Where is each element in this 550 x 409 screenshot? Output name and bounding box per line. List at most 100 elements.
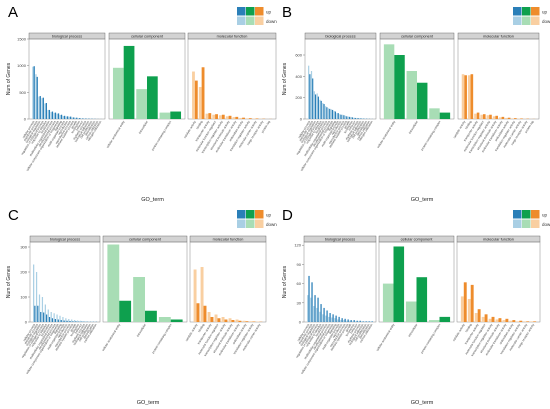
bar-down: [350, 117, 352, 119]
bar-down: [353, 117, 355, 119]
x-tick-label: protein tag: [260, 120, 271, 134]
y-tick-label: 0: [299, 320, 302, 325]
x-tick-label: catalytic activity: [452, 322, 466, 342]
bar-down: [44, 304, 46, 322]
bar-down: [62, 116, 64, 119]
bar-down: [344, 115, 347, 119]
legend-swatch-down: [531, 219, 540, 228]
bar-up: [196, 303, 200, 322]
bar-up: [308, 275, 310, 322]
y-tick-label: 600: [295, 53, 302, 58]
bar-down: [246, 118, 249, 119]
bar-up: [331, 109, 334, 119]
x-tick-label: growth: [70, 120, 78, 130]
bar-up: [70, 116, 72, 119]
bar-up: [326, 310, 328, 322]
bar-up: [57, 113, 60, 119]
bar-up: [170, 319, 183, 322]
x-tick-label: protein-containing complex: [150, 119, 172, 151]
bar-down: [467, 75, 471, 119]
bar-down: [65, 318, 67, 322]
bar-down: [481, 316, 485, 322]
bar-up: [252, 321, 256, 322]
bar-down: [322, 314, 324, 322]
bar-up: [123, 45, 135, 119]
y-tick-label: 90: [297, 262, 302, 267]
x-tick-label: cellular anatomical entity: [105, 119, 125, 148]
bar-up: [439, 316, 451, 322]
bar-down: [461, 74, 465, 119]
bar-up: [343, 115, 345, 119]
bar-up: [482, 114, 486, 119]
bar-down: [319, 311, 321, 322]
bar-down: [38, 294, 41, 322]
bar-down: [486, 115, 490, 119]
legend: up down: [513, 210, 550, 228]
bar-up: [48, 317, 51, 322]
bar-down: [349, 320, 351, 322]
bar-down: [367, 321, 369, 322]
bar-down: [530, 321, 534, 322]
bar-down: [88, 321, 90, 322]
bar-down: [74, 320, 76, 322]
bar-down: [133, 277, 145, 322]
bar-down: [313, 306, 315, 322]
bar-down: [112, 67, 124, 119]
bar-down: [328, 316, 330, 322]
legend-swatch-down: [246, 219, 255, 228]
bar-down: [44, 103, 46, 119]
bar-down: [346, 320, 348, 322]
bar-up: [533, 321, 537, 322]
bar-up: [329, 313, 331, 322]
bar-up: [368, 321, 370, 322]
x-tick-label: signaling: [53, 323, 63, 335]
bar-up: [332, 314, 334, 322]
bar-up: [354, 117, 356, 119]
bar-up: [309, 74, 311, 119]
y-tick-label: 0: [25, 320, 28, 325]
legend-swatch-up: [522, 210, 531, 219]
bar-up: [312, 78, 314, 119]
legend-label-up: up: [542, 10, 548, 15]
bar-up: [340, 114, 342, 119]
legend: up down: [513, 7, 550, 25]
legend-swatch-down: [522, 16, 531, 25]
bar-up: [194, 80, 198, 119]
bar-up: [470, 284, 474, 322]
x-tick-label: signaling: [53, 120, 63, 132]
bar-up: [344, 318, 346, 322]
bar-up: [224, 319, 228, 322]
bar-down: [71, 117, 74, 119]
bar-down: [192, 71, 195, 119]
x-tick-label: cellular anatomical entity: [375, 322, 395, 351]
bar-up: [347, 319, 349, 322]
bar-up: [346, 116, 348, 119]
bar-up: [48, 109, 51, 119]
bar-down: [337, 319, 339, 322]
bar-down: [219, 115, 222, 119]
y-axis-title: Num of Genes: [282, 62, 288, 95]
bar-down: [352, 321, 354, 322]
bar-up: [329, 108, 331, 119]
bar-down: [460, 296, 464, 322]
y-axis: 0 200 400 600: [295, 53, 305, 122]
chart-panel-d: DupdownNum of Genes0306090120biological …: [282, 207, 550, 406]
x-tick-label: behavior: [349, 323, 358, 335]
bar-up: [371, 321, 373, 322]
bar-down: [516, 321, 520, 322]
y-tick-label: 200: [295, 95, 302, 100]
bar-up: [248, 118, 252, 119]
bar-down: [467, 298, 471, 322]
x-tick-label: localization: [314, 120, 325, 135]
y-axis: 0 500 1000 1500: [17, 37, 29, 122]
bar-down: [313, 91, 315, 119]
legend-swatch-down: [513, 16, 522, 25]
bar-up: [463, 282, 467, 322]
bar-up: [507, 117, 511, 119]
bar-up: [417, 82, 428, 119]
